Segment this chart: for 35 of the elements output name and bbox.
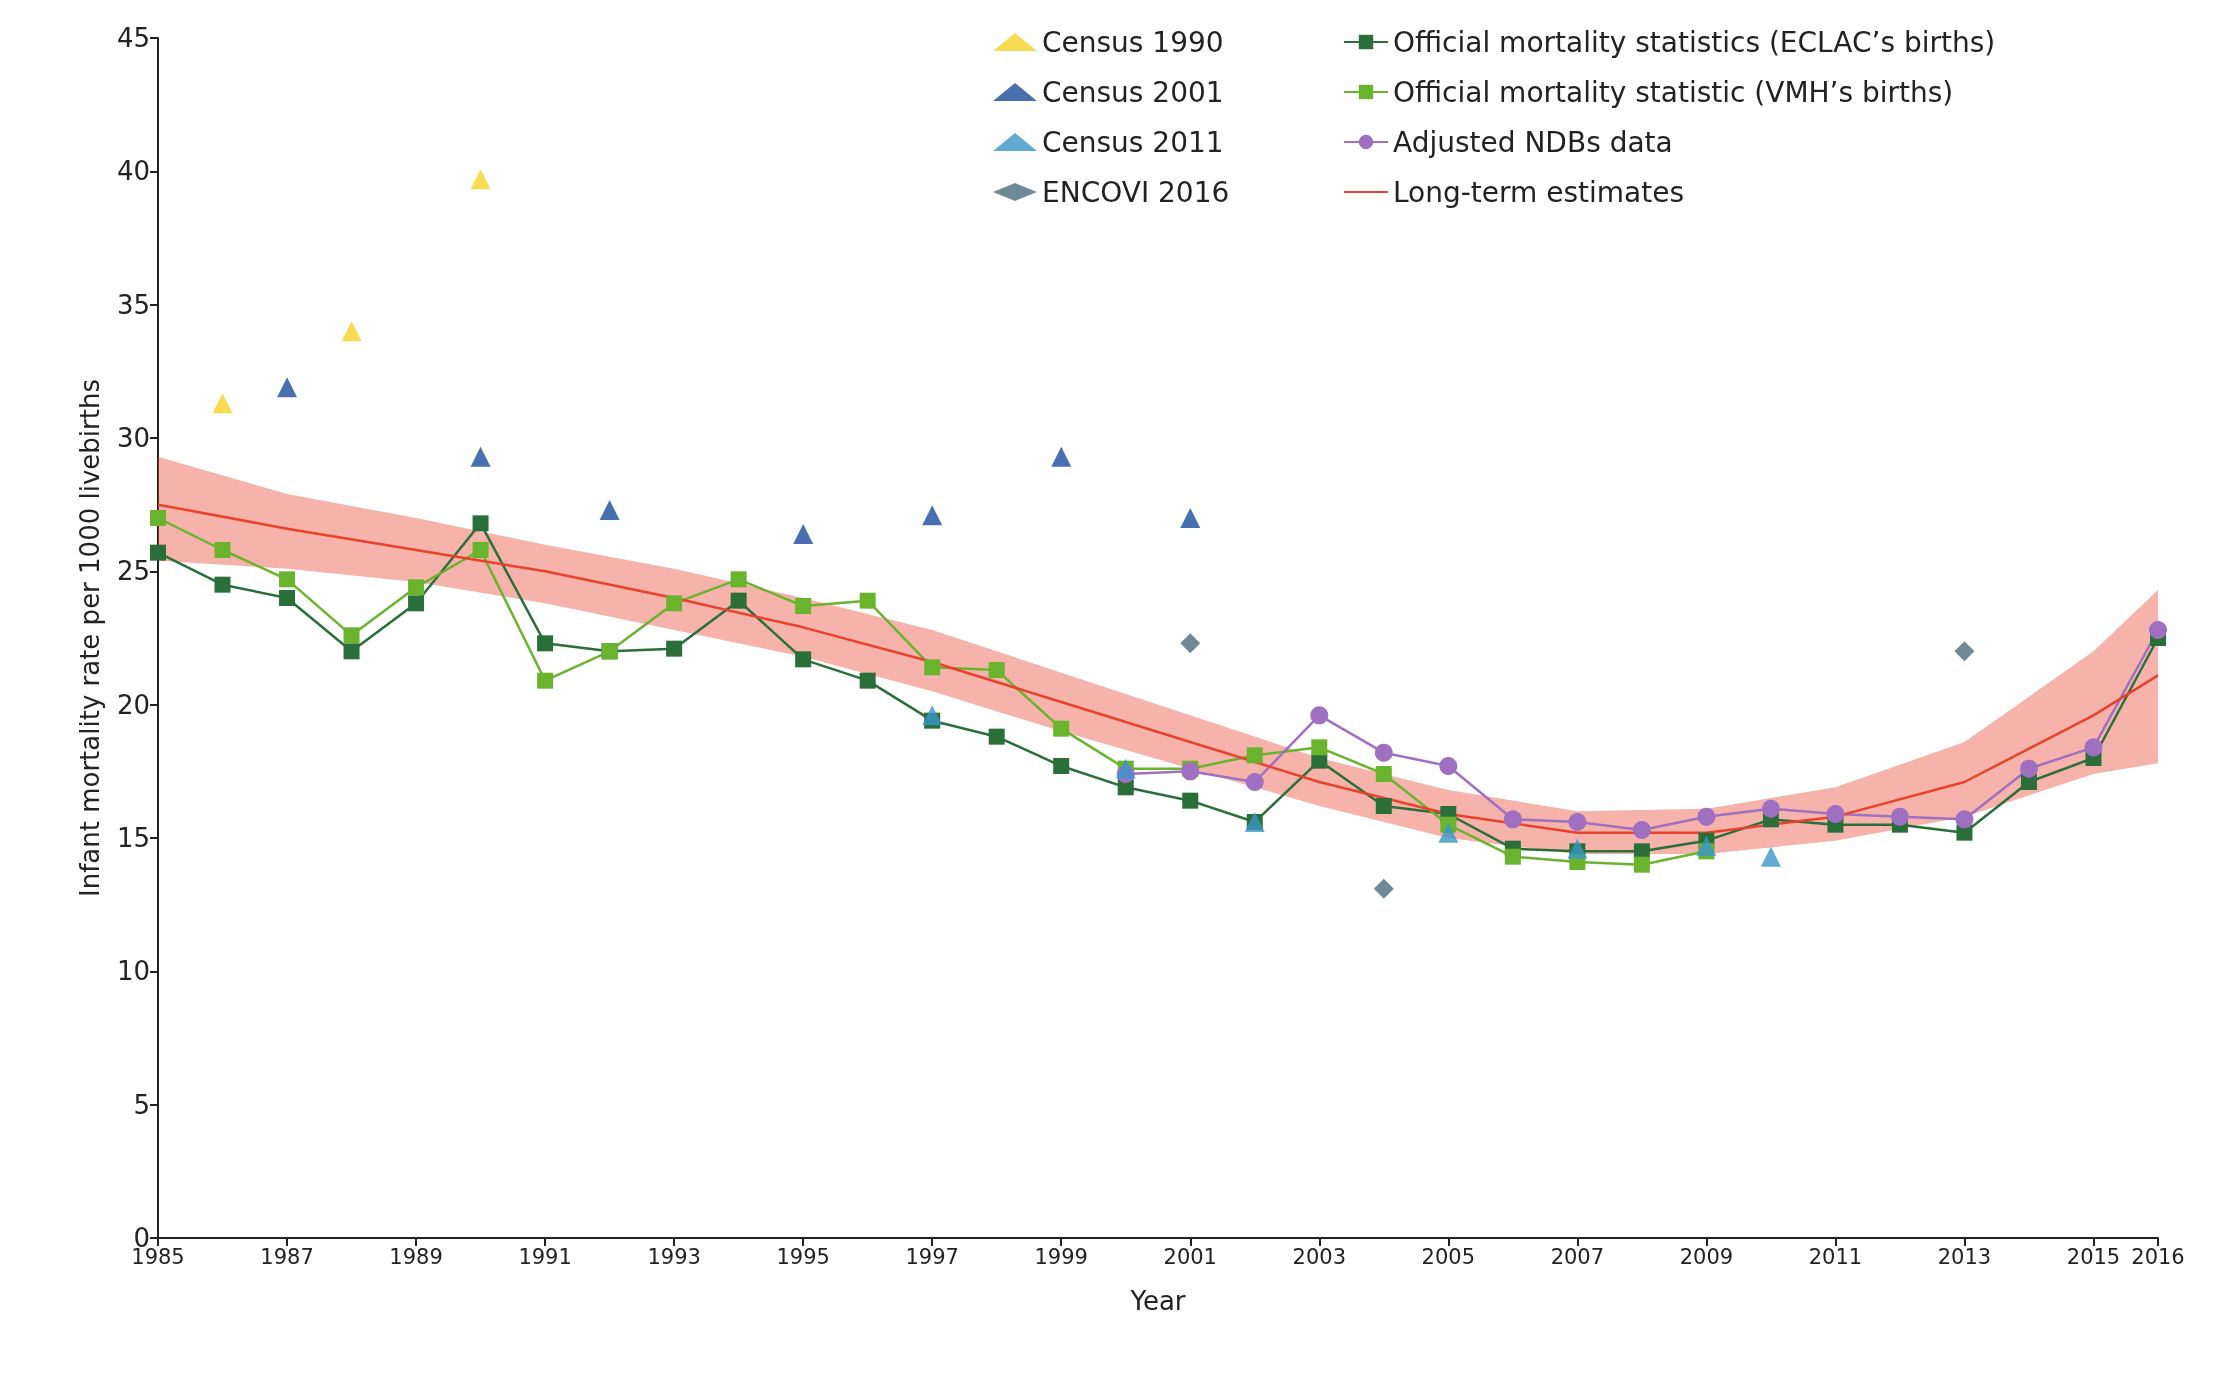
y-tick-label: 45 (116, 23, 150, 53)
y-tick-label: 10 (116, 956, 150, 987)
y-tick-label: 20 (116, 689, 150, 720)
x-tick-label: 2001 (1163, 1244, 1217, 1269)
y-tick-label: 40 (116, 156, 150, 187)
legend-label: ENCOVI 2016 (1042, 175, 1230, 209)
x-tick-label: 1989 (389, 1244, 443, 1269)
x-tick-label: 2005 (1421, 1244, 1476, 1269)
legend-label: Adjusted NDBs data (1393, 125, 1673, 159)
x-axis-title: Year (1129, 1286, 1186, 1316)
y-tick-label: 15 (116, 823, 150, 853)
x-tick-label: 2011 (1808, 1244, 1863, 1269)
x-tick-label: 1991 (518, 1244, 572, 1269)
legend-label: Official mortality statistic (VMH’s births) (1393, 75, 1954, 109)
y-axis-title: Infant mortality rate per 1000 livebirths (75, 379, 105, 897)
legend-label: Long-term estimates (1393, 175, 1685, 209)
y-tick-label: 25 (116, 556, 150, 587)
x-tick-label: 2013 (1937, 1244, 1992, 1269)
x-tick-label: 1999 (1034, 1244, 1088, 1269)
y-tick-label: 5 (133, 1089, 150, 1120)
legend-label: Official mortality statistics (ECLAC’s births) (1393, 25, 1996, 59)
x-tick-label: 2015 (2066, 1244, 2121, 1269)
x-tick-label: 1997 (905, 1244, 959, 1269)
legend-label: Census 2011 (1042, 125, 1224, 159)
x-tick-label: 1995 (776, 1244, 830, 1269)
x-tick-label: 2009 (1679, 1244, 1734, 1269)
y-tick-label: 30 (116, 423, 150, 453)
x-tick-label: 2007 (1550, 1244, 1605, 1269)
x-tick-label: 2016 (2131, 1244, 2185, 1269)
x-tick-label: 2003 (1292, 1244, 1347, 1269)
legend-label: Census 2001 (1042, 75, 1224, 109)
x-tick-label: 1993 (647, 1244, 701, 1269)
legend-label: Census 1990 (1042, 25, 1224, 59)
x-tick-label: 1987 (260, 1244, 314, 1269)
y-tick-label: 35 (116, 289, 150, 320)
